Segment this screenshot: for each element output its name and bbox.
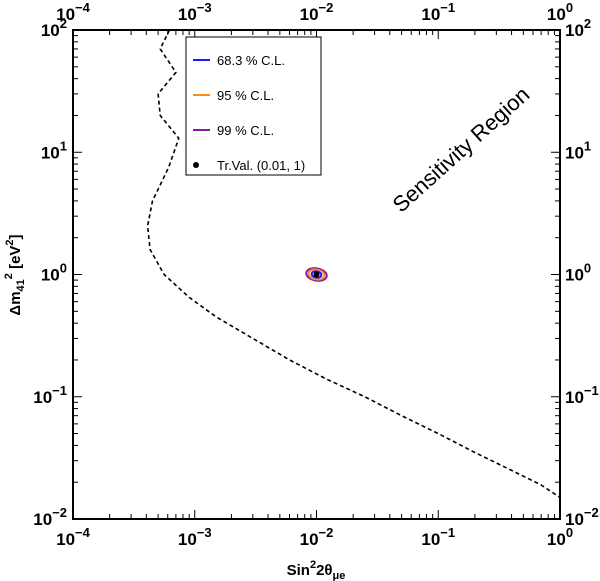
x-tick-label-top: 100 [547, 0, 573, 24]
y-tick-label-right: 102 [565, 16, 591, 40]
y-tick-label-left: 100 [41, 261, 67, 285]
y-tick-label-right: 10−1 [565, 383, 599, 407]
x-tick-label-bottom: 10−4 [56, 525, 91, 549]
sensitivity-region-annotation: Sensitivity Region [388, 82, 535, 218]
true-value-point [313, 271, 320, 278]
sensitivity-curve [146, 29, 561, 499]
x-tick-label-bottom: 10−3 [178, 525, 212, 549]
legend: 68.3 % C.L. 95 % C.L. 99 % C.L. Tr.Val. (0.… [185, 36, 322, 176]
x-tick-label-top: 10−3 [178, 0, 212, 24]
x-tick-label-top: 10−2 [300, 0, 334, 24]
contour-95-c-l [307, 268, 326, 281]
y-axis-title: Δm412 [eV2] [3, 234, 27, 315]
legend-items: 68.3 % C.L. 95 % C.L. 99 % C.L. Tr.Val. (0.… [193, 53, 305, 173]
contour-layer [305, 267, 328, 282]
y-tick-label-right: 101 [565, 138, 591, 162]
axes-layer: 10−410−410−310−310−210−210−110−110010010… [33, 0, 599, 549]
x-tick-label-top: 10−4 [56, 0, 91, 24]
legend-label: 68.3 % C.L. [217, 53, 285, 68]
x-tick-label-bottom: 10−1 [421, 525, 455, 549]
y-tick-label-right: 10−2 [565, 505, 599, 529]
x-tick-label-bottom: 10−2 [300, 525, 334, 549]
legend-label: Tr.Val. (0.01, 1) [217, 158, 305, 173]
contour-99-c-l [305, 267, 328, 282]
y-tick-label-left: 10−2 [33, 505, 67, 529]
legend-true-value-marker [193, 162, 199, 168]
x-axis-label: Sin22θμe [287, 559, 346, 581]
contour-68-3-c-l [310, 270, 323, 279]
x-axis-title: Sin22θμe [287, 559, 346, 581]
x-tick-label-bottom: 100 [547, 525, 573, 549]
y-tick-label-left: 102 [41, 16, 67, 40]
legend-label: 95 % C.L. [217, 88, 274, 103]
legend-label: 99 % C.L. [217, 123, 274, 138]
y-tick-label-right: 100 [565, 261, 591, 285]
y-tick-label-left: 101 [41, 138, 67, 162]
y-axis-label: Δm412 [eV2] [3, 234, 27, 315]
x-tick-label-top: 10−1 [421, 0, 455, 24]
y-tick-label-left: 10−1 [33, 383, 67, 407]
curve-layer [146, 29, 561, 499]
